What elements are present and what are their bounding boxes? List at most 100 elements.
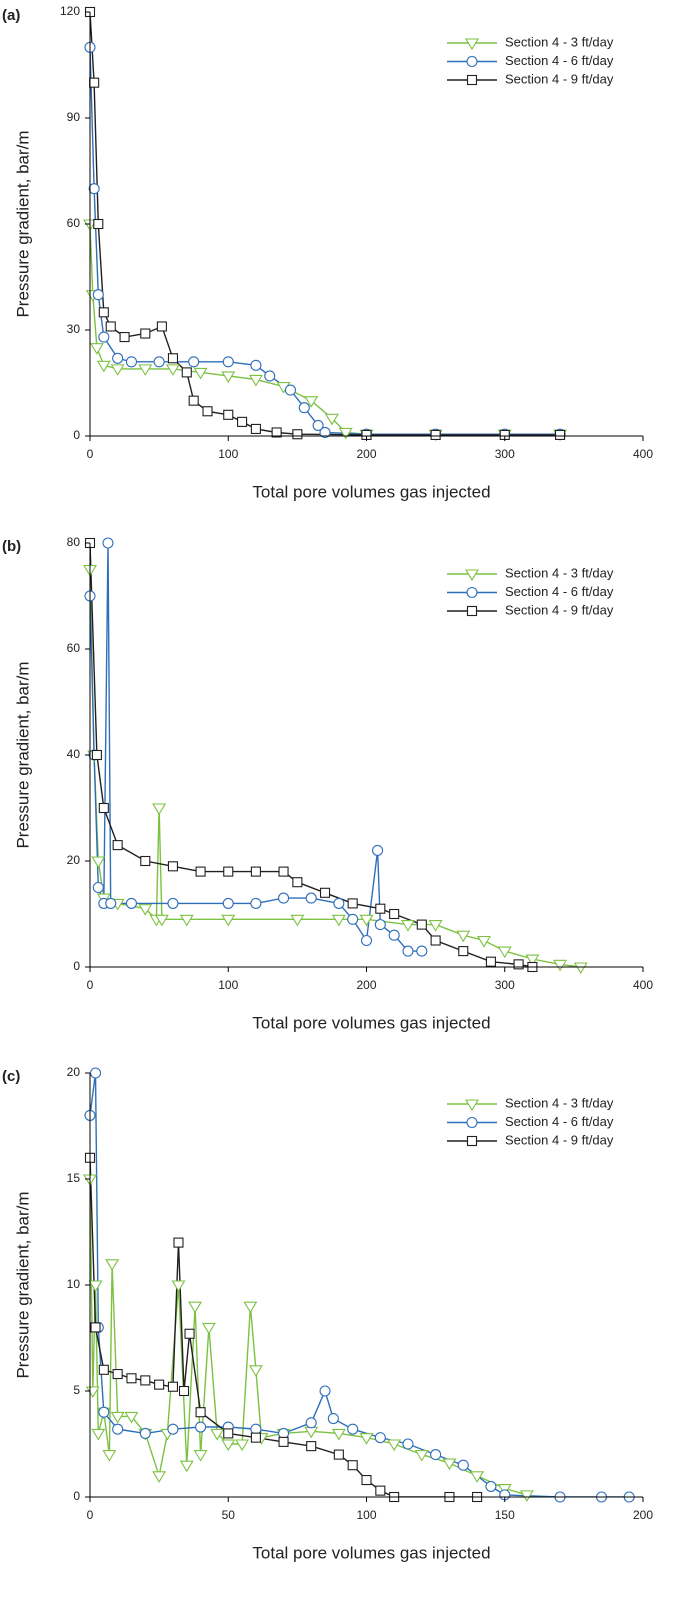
y-axis-label: Pressure gradient, bar/m: [13, 1191, 32, 1378]
marker: [91, 1428, 106, 1441]
marker: [112, 1368, 123, 1380]
marker: [126, 1373, 137, 1384]
marker: [178, 1385, 190, 1397]
marker: [154, 914, 169, 927]
legend-marker: [466, 605, 478, 617]
marker: [414, 1450, 429, 1462]
marker: [430, 1449, 442, 1461]
marker: [402, 945, 414, 957]
legend-label: Section 4 - 6 ft/day: [505, 1114, 614, 1129]
x-tick-label: 200: [356, 978, 376, 992]
marker: [221, 1439, 236, 1452]
marker: [105, 321, 116, 332]
marker: [333, 1449, 344, 1460]
marker: [248, 1365, 263, 1377]
marker: [110, 1411, 125, 1424]
marker: [188, 395, 199, 406]
marker: [430, 935, 441, 946]
marker: [525, 954, 540, 967]
marker: [554, 429, 566, 440]
marker: [167, 1381, 178, 1392]
marker: [88, 1280, 103, 1293]
marker: [248, 374, 263, 387]
marker: [375, 903, 386, 914]
x-tick-label: 100: [218, 447, 238, 461]
legend-marker: [466, 1135, 478, 1147]
x-tick-label: 0: [87, 1508, 94, 1522]
marker: [359, 914, 374, 927]
marker: [237, 416, 248, 427]
marker: [140, 855, 151, 867]
marker: [96, 360, 111, 373]
marker: [442, 1458, 457, 1471]
marker: [347, 1460, 358, 1471]
marker: [298, 402, 310, 414]
series-line: [90, 47, 560, 435]
marker: [304, 396, 319, 408]
marker: [347, 898, 358, 909]
marker: [331, 914, 346, 927]
y-axis-label: Pressure gradient, bar/m: [13, 661, 32, 848]
y-tick-label: 80: [67, 535, 81, 549]
marker: [210, 1428, 225, 1441]
marker: [360, 934, 373, 947]
marker: [91, 856, 106, 869]
marker: [327, 1413, 339, 1425]
marker: [264, 370, 276, 382]
marker: [140, 328, 151, 339]
marker: [277, 892, 290, 904]
x-tick-label: 400: [633, 978, 653, 992]
panel-label: (b): [2, 538, 21, 555]
marker: [250, 866, 261, 877]
y-tick-label: 30: [67, 322, 81, 336]
marker: [223, 866, 234, 877]
y-tick-label: 60: [67, 216, 81, 230]
marker: [477, 935, 491, 948]
y-tick-label: 40: [67, 747, 81, 761]
marker: [91, 749, 102, 761]
marker: [485, 956, 496, 967]
marker: [221, 914, 236, 927]
legend-label: Section 4 - 9 ft/day: [505, 1132, 614, 1147]
y-tick-label: 20: [67, 1065, 81, 1079]
marker: [89, 77, 100, 88]
legend-label: Section 4 - 3 ft/day: [505, 565, 614, 580]
marker: [98, 1406, 110, 1418]
marker: [152, 1471, 167, 1483]
marker: [223, 409, 234, 420]
marker: [138, 904, 153, 916]
marker: [125, 897, 138, 909]
y-tick-label: 20: [67, 853, 81, 867]
x-tick-label: 0: [87, 447, 94, 461]
marker: [416, 945, 428, 957]
x-tick-label: 300: [495, 978, 515, 992]
y-tick-label: 60: [67, 641, 81, 655]
x-tick-label: 200: [633, 1508, 653, 1522]
marker: [458, 946, 469, 957]
marker: [222, 356, 234, 368]
marker: [374, 1432, 386, 1444]
marker: [167, 897, 179, 909]
marker: [112, 352, 124, 364]
marker: [93, 218, 104, 230]
marker: [347, 913, 359, 925]
y-tick-label: 0: [73, 428, 80, 442]
legend-label: Section 4 - 3 ft/day: [505, 1095, 614, 1110]
marker: [98, 1364, 109, 1375]
marker: [195, 1407, 206, 1418]
marker: [416, 919, 427, 930]
marker: [125, 356, 138, 368]
marker: [119, 332, 130, 343]
y-tick-label: 90: [67, 110, 81, 124]
marker: [193, 367, 208, 380]
marker: [292, 429, 303, 440]
marker: [167, 1423, 179, 1435]
legend-label: Section 4 - 3 ft/day: [505, 34, 614, 49]
marker: [278, 1436, 289, 1447]
marker: [457, 1459, 469, 1471]
marker: [139, 1427, 151, 1439]
marker: [222, 897, 234, 909]
marker: [188, 1301, 203, 1314]
y-tick-label: 5: [73, 1383, 80, 1397]
marker: [250, 897, 262, 909]
